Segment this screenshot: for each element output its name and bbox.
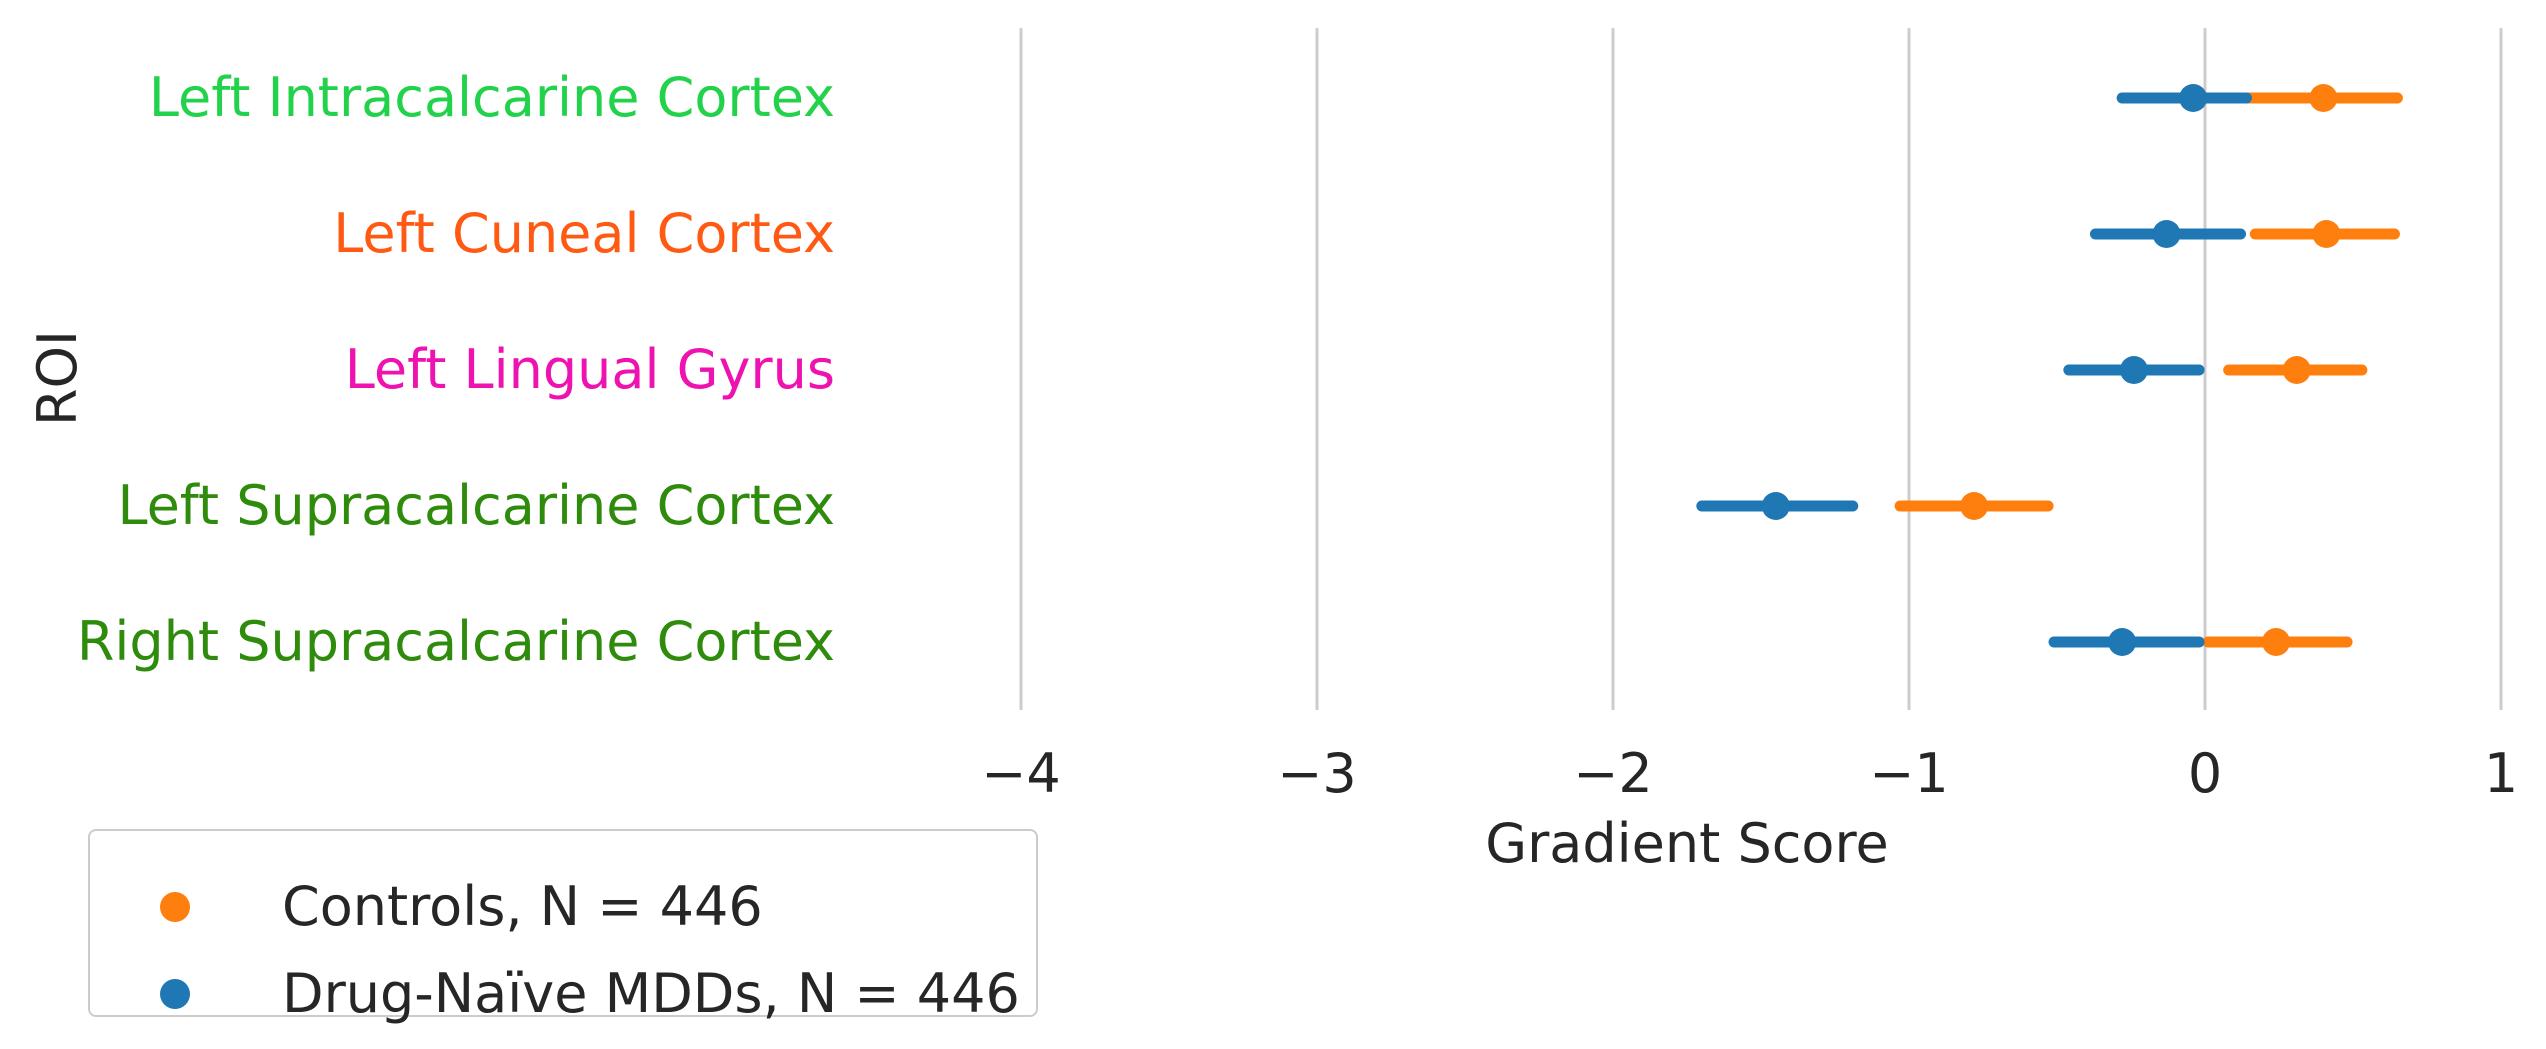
x-tick-label: −4 xyxy=(981,742,1061,805)
data-point xyxy=(2282,356,2311,384)
x-tick-label: −1 xyxy=(1869,742,1949,805)
x-tick-label: 1 xyxy=(2484,742,2518,805)
y-tick-label: Right Supracalcarine Cortex xyxy=(77,610,835,673)
y-tick-label: Left Supracalcarine Cortex xyxy=(117,474,835,537)
x-tick-label: 0 xyxy=(2188,742,2222,805)
legend-label-mdd: Drug-Naïve MDDs, N = 446 xyxy=(282,962,1020,1025)
legend-item-mdd: Drug-Naïve MDDs, N = 446 xyxy=(90,962,1036,1025)
data-point xyxy=(1960,492,1989,520)
data-point xyxy=(2119,356,2148,384)
data-point xyxy=(2309,84,2338,112)
x-tick-label: −2 xyxy=(1573,742,1653,805)
y-tick-labels: Left Intracalcarine Cortex Left Cuneal Co… xyxy=(77,66,835,673)
series-controls xyxy=(1894,84,2403,656)
gridlines xyxy=(1019,28,2503,710)
y-tick-label: Left Intracalcarine Cortex xyxy=(149,66,835,129)
data-point xyxy=(1761,492,1790,520)
data-point xyxy=(2262,628,2291,656)
y-tick-label: Left Cuneal Cortex xyxy=(333,202,835,265)
x-tick-label: −3 xyxy=(1277,742,1357,805)
data-point xyxy=(2312,220,2341,248)
series xyxy=(1696,84,2403,656)
legend: Controls, N = 446 Drug-Naïve MDDs, N = 4… xyxy=(88,829,1038,1025)
series-mdd xyxy=(1696,84,2252,656)
x-tick-labels: −4 −3 −2 −1 0 1 xyxy=(981,742,2518,805)
legend-marker-mdd xyxy=(160,979,190,1009)
legend-marker-controls xyxy=(160,892,190,922)
y-tick-label: Left Lingual Gyrus xyxy=(345,338,835,401)
y-axis-label: ROI xyxy=(26,330,89,426)
legend-label-controls: Controls, N = 446 xyxy=(282,875,763,938)
legend-item-controls: Controls, N = 446 xyxy=(90,875,1036,938)
x-axis-label: Gradient Score xyxy=(1485,812,1888,875)
data-point xyxy=(2152,220,2181,248)
data-point xyxy=(2108,628,2137,656)
data-point xyxy=(2179,84,2208,112)
